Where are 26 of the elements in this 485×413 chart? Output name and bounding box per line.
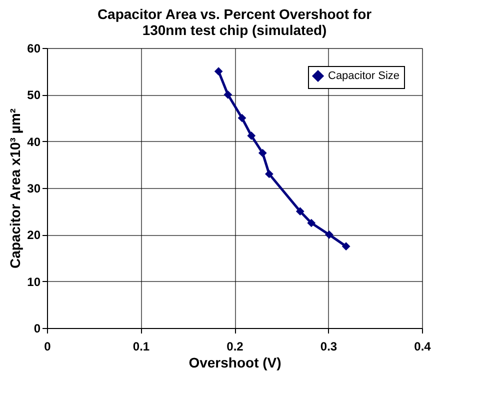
point <box>214 67 223 76</box>
point <box>342 242 350 251</box>
point <box>238 114 246 122</box>
x-tick-label: 0.3 <box>320 340 338 354</box>
x-tick-label: 0 <box>44 340 52 354</box>
y-axis-title: Capacitor Area x10³ µm² <box>7 108 24 269</box>
y-tick-label: 0 <box>34 322 41 336</box>
y-tick-label: 50 <box>27 88 41 102</box>
point <box>258 148 267 158</box>
y-tick-label: 30 <box>27 182 41 196</box>
y-tick-label: 40 <box>27 134 41 149</box>
point <box>265 170 274 178</box>
point <box>224 90 232 99</box>
y-tick-label: 60 <box>27 42 41 56</box>
x-axis-title: Overshoot (V) <box>188 354 282 370</box>
y-tick-label: 20 <box>27 228 41 242</box>
x-tick-label: 0.4 <box>414 340 432 354</box>
chart-title: Capacitor Area vs. Percent Overshoot for 130nm test chip (simulated) <box>97 6 372 38</box>
x-tick-label: 0.2 <box>226 340 244 354</box>
point <box>307 218 316 228</box>
point <box>325 230 334 239</box>
point <box>296 207 304 216</box>
x-tick-label: 0.1 <box>132 340 150 354</box>
legend-label: Capacitor Size <box>328 70 400 82</box>
y-tick-label: 10 <box>27 274 41 289</box>
point <box>247 132 256 140</box>
